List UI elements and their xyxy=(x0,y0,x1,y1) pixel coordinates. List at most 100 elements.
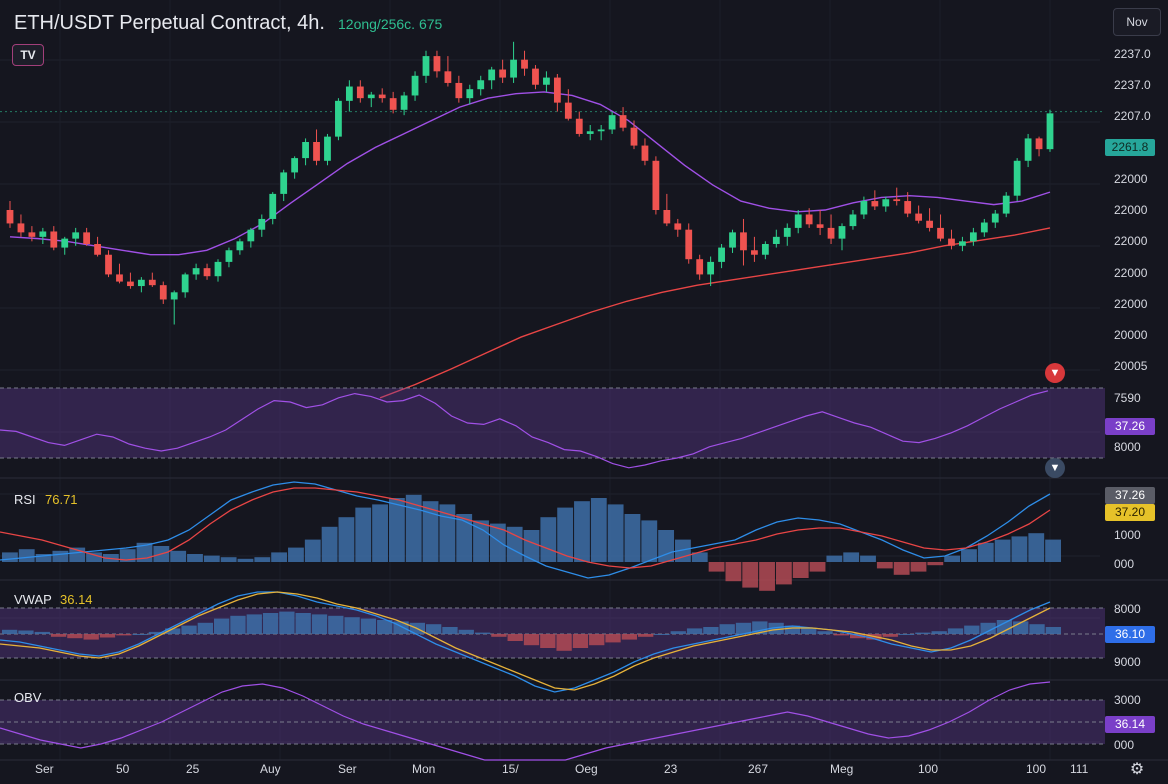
vwap-histogram-bar xyxy=(589,634,605,646)
rsi-histogram-bar xyxy=(203,555,220,562)
time-axis-label: Ser xyxy=(35,762,54,776)
candle-body xyxy=(1002,195,1010,214)
rsi-histogram-bar xyxy=(759,562,775,591)
vwap-histogram-bar xyxy=(2,629,18,634)
rsi-histogram-bar xyxy=(422,501,439,562)
candle-body xyxy=(838,226,846,239)
vwap-histogram-bar xyxy=(99,634,116,638)
vwap-histogram-bar xyxy=(458,629,474,634)
vwap-histogram-bar xyxy=(246,614,262,634)
rsi-signal-line xyxy=(0,487,1051,569)
candle-body xyxy=(324,136,331,161)
rsi-histogram-bar xyxy=(927,562,944,566)
rsi-histogram-bar xyxy=(338,517,355,562)
rsi-histogram-bar xyxy=(523,530,540,562)
candle-body xyxy=(280,172,288,194)
price-axis-label: 22000 xyxy=(1114,203,1148,217)
time-axis-label: Meg xyxy=(830,762,854,776)
candle-body xyxy=(532,68,539,85)
gear-icon[interactable]: ⚙ xyxy=(1129,761,1145,778)
vwap-histogram-bar xyxy=(703,627,719,634)
candle-body xyxy=(718,247,725,262)
timeframe-button[interactable]: Nov xyxy=(1113,8,1161,36)
vwap-histogram-bar xyxy=(262,613,279,634)
rsi-histogram-bar xyxy=(792,562,809,578)
candle-body xyxy=(105,254,112,275)
candle-body xyxy=(630,127,638,146)
vwap-histogram-bar xyxy=(784,625,801,634)
vwap-line xyxy=(0,591,1051,693)
obv-tag: 36.14 xyxy=(1105,716,1155,733)
candle-body xyxy=(597,129,605,132)
candle-body xyxy=(608,115,616,130)
vwap-histogram-bar xyxy=(931,631,947,634)
candle-body xyxy=(543,77,550,85)
candle-body xyxy=(860,201,868,215)
obv-label: OBV xyxy=(14,690,42,705)
vwap-tag: 36.10 xyxy=(1105,626,1155,643)
vwap-histogram-bar xyxy=(605,634,621,643)
candle-body xyxy=(367,94,375,99)
candle-body xyxy=(302,142,309,159)
rsi-histogram-bar xyxy=(220,557,237,562)
vwap-histogram-bar xyxy=(230,615,246,634)
candle-body xyxy=(980,222,988,233)
rsi-histogram-bar xyxy=(187,554,203,562)
vwap-histogram-bar xyxy=(83,634,99,640)
candle-body xyxy=(499,69,507,78)
osc-line xyxy=(0,390,1049,469)
candle-body xyxy=(400,95,408,110)
rsi-histogram-bar xyxy=(456,514,473,562)
rsi-histogram-bar xyxy=(658,530,675,562)
price-axis-label: 2207.0 xyxy=(1114,109,1151,123)
rsi-histogram-bar xyxy=(271,552,288,562)
candle-body xyxy=(61,238,69,248)
vwap-histogram-bar xyxy=(18,630,34,634)
candle-body xyxy=(761,244,769,255)
candle-body xyxy=(783,227,791,237)
rsi-histogram-bar xyxy=(691,552,708,562)
vwap-histogram-bar xyxy=(426,624,442,634)
vwap-histogram-bar xyxy=(311,614,328,634)
vwap-histogram-bar xyxy=(295,613,311,634)
pin-icon[interactable]: ▼ xyxy=(1045,458,1065,478)
vwap-histogram-bar xyxy=(556,634,572,651)
rsi-histogram-bar xyxy=(321,526,338,562)
candle-body xyxy=(50,231,58,248)
vwap-tick-1: 8000 xyxy=(1114,602,1141,616)
rsi-histogram-bar xyxy=(355,507,372,562)
obv-tick-1: 3000 xyxy=(1114,693,1141,707)
alert-icon[interactable]: ▼ xyxy=(1045,363,1065,383)
rsi-histogram-bar xyxy=(809,562,826,572)
rsi-histogram-bar xyxy=(540,517,557,562)
vwap-histogram-bar xyxy=(1045,627,1061,634)
rsi-histogram-bar xyxy=(775,562,792,585)
rsi-histogram-bar xyxy=(1011,536,1028,562)
candle-body xyxy=(116,274,123,282)
vwap-histogram-bar xyxy=(116,634,132,636)
vwap-tick-2: 9000 xyxy=(1114,655,1141,669)
candle-body xyxy=(192,268,200,275)
obv-tick-2: 000 xyxy=(1114,738,1135,752)
vwap-histogram-bar xyxy=(67,634,83,639)
rsi-tick-1: 1000 xyxy=(1114,528,1141,542)
candle-body xyxy=(915,213,923,221)
candle-body xyxy=(356,86,364,99)
candle-body xyxy=(170,292,178,300)
candle-body xyxy=(794,214,802,228)
time-axis-label: 25 xyxy=(186,762,200,776)
time-axis-label: Oeg xyxy=(575,762,598,776)
vwap-histogram-bar xyxy=(1029,624,1045,634)
vwap-histogram-bar xyxy=(523,634,540,646)
rsi-histogram-bar xyxy=(843,552,860,562)
candle-body xyxy=(291,158,299,173)
rsi-histogram-bar xyxy=(18,549,35,562)
candle-body xyxy=(313,142,320,161)
candle-body xyxy=(696,259,704,275)
price-axis-label: 22000 xyxy=(1114,266,1148,280)
vwap-histogram-bar xyxy=(50,634,67,637)
logo-icon[interactable]: TV xyxy=(12,44,44,66)
vwap-histogram-bar xyxy=(148,631,165,634)
vwap-histogram-bar xyxy=(686,628,703,634)
